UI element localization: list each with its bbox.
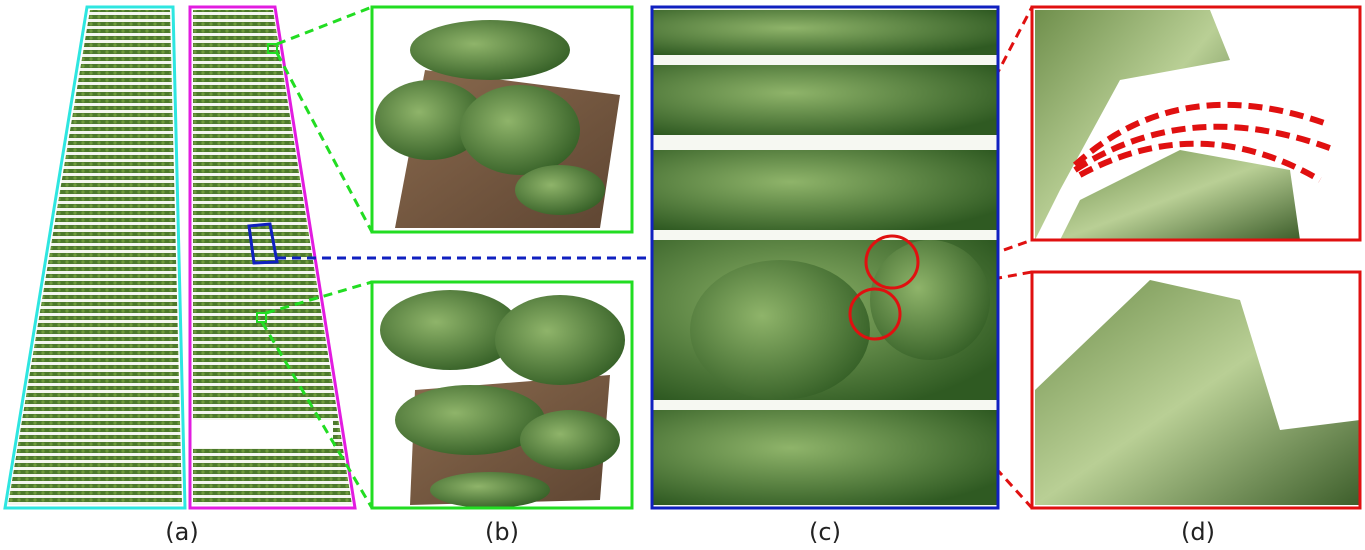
panel-label: (d)	[1181, 518, 1215, 546]
panel-d	[1032, 7, 1360, 508]
panel-a	[5, 7, 185, 508]
panel-label: (a)	[165, 518, 198, 546]
panel-c	[652, 7, 998, 508]
page: (a) (b) (c) (d) (() => { const data = JS…	[0, 0, 1365, 546]
panel-label: (b)	[485, 518, 519, 546]
panel-label: (c)	[809, 518, 841, 546]
figure: (a) (b) (c) (d)	[0, 0, 1365, 546]
